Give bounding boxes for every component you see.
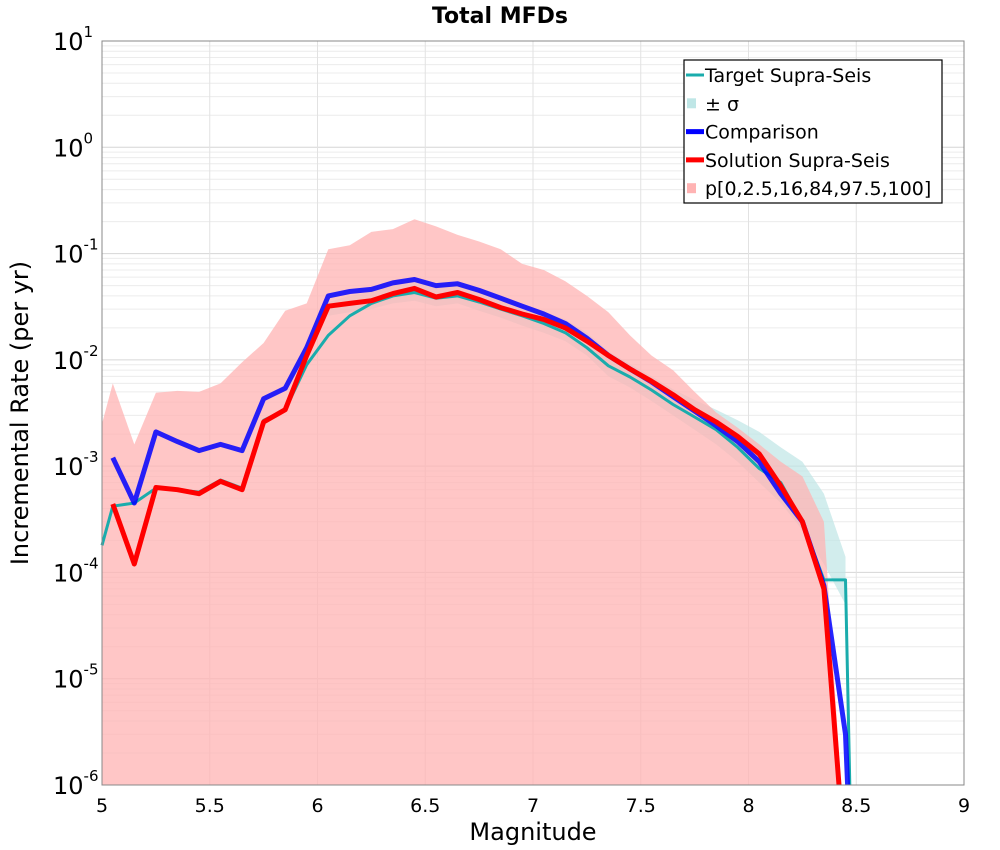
legend-label-comparison: Comparison <box>705 122 819 144</box>
band-layer <box>102 219 846 786</box>
y-axis-label: Incremental Rate (per yr) <box>6 261 34 565</box>
plot-frame <box>101 40 965 786</box>
chart-title: Total MFDs <box>432 4 568 29</box>
legend-label-solution: Solution Supra-Seis <box>705 150 890 172</box>
y-tick-label: 10-6 <box>53 767 99 800</box>
series-line-solution <box>110 285 842 786</box>
series-layer <box>100 277 852 786</box>
band-percentile_band <box>102 219 839 786</box>
legend-label-target: Target Supra-Seis <box>704 65 871 87</box>
y-axis-ticks: 101 100 10-1 10-2 10-3 10-4 10-5 10-6 <box>53 23 99 800</box>
x-tick-label: 7.5 <box>626 795 656 817</box>
x-tick-label: 5.5 <box>195 795 225 817</box>
legend-box <box>683 59 943 204</box>
legend: Target Supra-Seis ± σ Comparison Solution S… <box>683 59 943 204</box>
x-tick-label: 6 <box>311 795 323 817</box>
y-tick-label: 100 <box>53 129 93 162</box>
legend-label-percentile_band: p[0,2.5,16,84,97.5,100] <box>705 178 931 200</box>
y-tick-label: 10-3 <box>53 448 99 481</box>
legend-swatch-percentile_band <box>687 183 696 194</box>
legend-label-target_band: ± σ <box>705 93 739 115</box>
y-tick-label: 10-2 <box>53 342 99 375</box>
y-tick-label: 10-4 <box>53 554 99 587</box>
x-tick-label: 8 <box>742 795 754 817</box>
y-tick-label: 10-1 <box>53 236 99 269</box>
x-tick-label: 9 <box>958 795 970 817</box>
x-tick-label: 7 <box>527 795 539 817</box>
x-tick-label: 6.5 <box>410 795 440 817</box>
x-tick-label: 5 <box>96 795 108 817</box>
legend-swatch-target_band <box>687 98 696 109</box>
x-axis-ticks: 5 5.5 6 6.5 7 7.5 8 8.5 9 <box>96 795 970 817</box>
y-tick-label: 101 <box>53 23 93 56</box>
x-tick-label: 8.5 <box>841 795 871 817</box>
series-line-comparison <box>110 277 851 786</box>
x-axis-label: Magnitude <box>469 818 596 846</box>
y-tick-label: 10-5 <box>53 661 99 694</box>
